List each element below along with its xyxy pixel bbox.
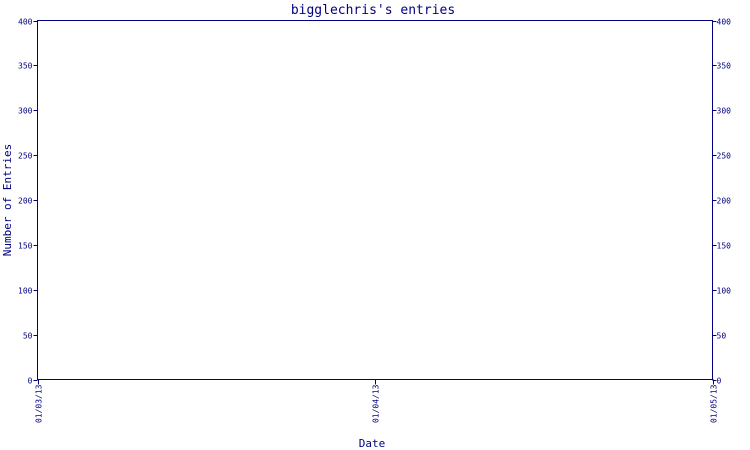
y-tick-label-left: 300 [18,107,33,116]
chart-title: bigglechris's entries [291,3,455,18]
plot-frame [37,20,713,380]
y-tick-label-right: 100 [717,287,732,296]
y-tick-label-left: 0 [28,377,33,386]
y-tick-label-left: 200 [18,197,33,206]
y-tick-label-right: 200 [717,197,732,206]
x-tick-label: 01/04/13 [372,384,381,423]
y-tick-label-left: 350 [18,62,33,71]
x-tick-label: 01/03/13 [35,384,44,423]
x-axis: 01/03/13 01/04/13 01/05/13 [35,379,719,423]
x-axis-label: Date [359,437,386,450]
y-tick-label-right: 0 [717,377,722,386]
y-tick-label-left: 50 [23,332,33,341]
y-tick-label-right: 350 [717,62,732,71]
y-tick-label-right: 150 [717,242,732,251]
right-y-axis: 0 50 100 150 200 250 300 350 400 [712,18,732,386]
y-tick-label-left: 400 [18,18,33,27]
y-tick-label-right: 400 [717,18,732,27]
y-tick-label-right: 300 [717,107,732,116]
y-tick-label-right: 250 [717,152,732,161]
x-tick-label: 01/05/13 [710,384,719,423]
y-axis-label: Number of Entries [1,144,14,257]
y-tick-label-left: 150 [18,242,33,251]
y-tick-label-left: 250 [18,152,33,161]
y-tick-label-left: 100 [18,287,33,296]
y-tick-label-right: 50 [717,332,727,341]
left-y-axis: 0 50 100 150 200 250 300 350 400 [18,18,38,386]
